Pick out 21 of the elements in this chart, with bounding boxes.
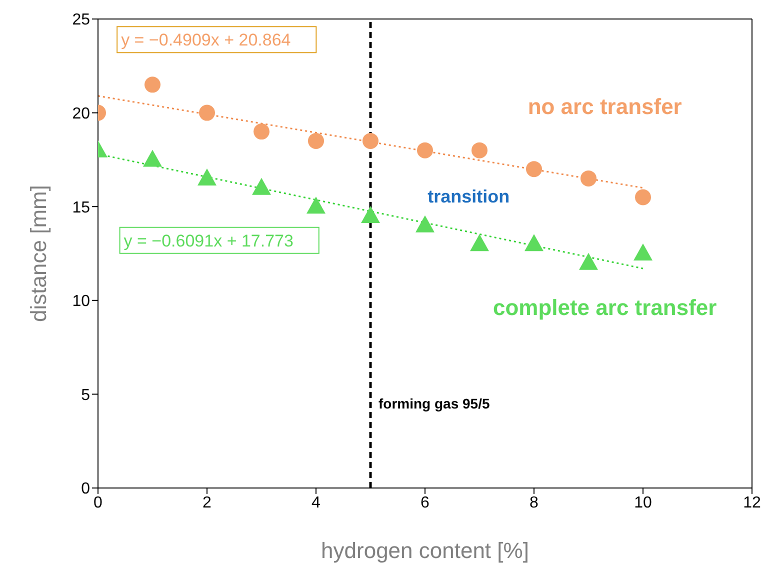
x-tick-label: 4 xyxy=(312,494,321,512)
annotation: y = −0.6091x + 17.773 xyxy=(124,231,294,250)
y-tick-label: 10 xyxy=(72,293,90,310)
y-tick-label: 15 xyxy=(72,199,90,216)
x-tick-label: 2 xyxy=(202,494,212,512)
annotation: transition xyxy=(428,186,510,206)
y-axis-title: distance [mm] xyxy=(26,185,51,322)
x-tick-label: 8 xyxy=(530,494,539,512)
y-tick-label: 0 xyxy=(81,480,90,498)
annotation: complete arc transfer xyxy=(492,294,718,320)
ref-line-label: forming gas 95/5 xyxy=(378,395,490,412)
annotation: y = −0.4909x + 20.864 xyxy=(121,30,291,50)
x-axis-title: hydrogen content [%] xyxy=(321,538,529,563)
x-tick-label: 10 xyxy=(634,494,652,512)
y-tick-label: 20 xyxy=(72,105,90,122)
y-tick-label: 25 xyxy=(72,12,90,29)
x-tick-label: 12 xyxy=(743,494,761,512)
y-tick-label: 5 xyxy=(81,386,90,404)
annotation: no arc transfer xyxy=(528,94,682,120)
x-tick-label: 6 xyxy=(420,494,430,512)
x-tick-label: 0 xyxy=(94,494,103,512)
